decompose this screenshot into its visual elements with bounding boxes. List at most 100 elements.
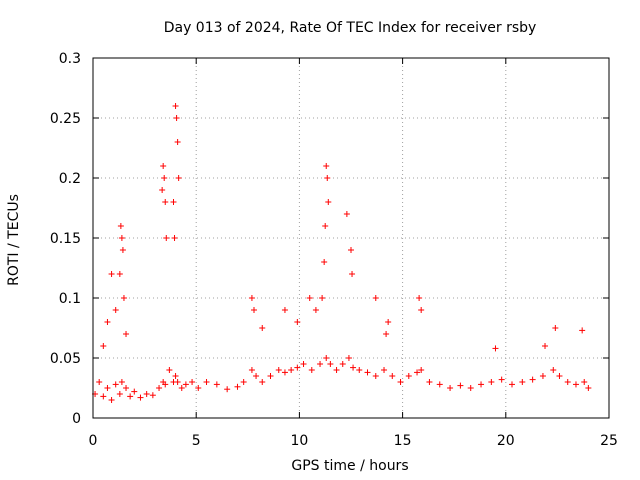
data-point — [356, 367, 363, 373]
data-point — [248, 295, 255, 301]
data-point — [572, 381, 579, 388]
data-point — [234, 383, 241, 390]
data-point — [457, 382, 464, 389]
y-tick-label: 0.05 — [50, 351, 81, 367]
data-point — [172, 103, 179, 109]
x-tick-label: 20 — [497, 433, 515, 449]
data-point — [259, 379, 266, 385]
data-point — [175, 175, 182, 181]
data-point — [350, 364, 357, 371]
data-point — [116, 271, 123, 277]
data-point — [312, 307, 319, 313]
data-point — [171, 235, 178, 241]
x-tick-label: 25 — [600, 433, 618, 449]
data-point — [345, 355, 352, 361]
data-point — [203, 379, 210, 385]
data-point — [467, 385, 474, 391]
data-point — [389, 373, 396, 379]
data-point — [385, 319, 392, 325]
data-point — [418, 367, 425, 373]
data-point — [281, 307, 288, 313]
data-point — [118, 379, 125, 385]
data-point — [117, 223, 124, 229]
data-point — [478, 381, 485, 388]
data-point — [104, 385, 111, 391]
data-point — [508, 381, 515, 388]
data-point — [436, 381, 443, 388]
data-point — [426, 379, 433, 385]
data-point — [498, 376, 505, 383]
data-point — [173, 115, 180, 121]
x-tick-label: 10 — [290, 433, 308, 449]
data-point — [418, 307, 425, 313]
data-point — [317, 361, 324, 367]
data-point — [120, 295, 127, 301]
data-point — [131, 388, 138, 395]
data-point — [195, 385, 202, 391]
data-point — [322, 223, 329, 229]
data-point — [383, 331, 390, 337]
data-point — [319, 295, 326, 301]
data-point — [118, 235, 125, 241]
data-point — [174, 379, 181, 385]
data-point — [405, 373, 412, 379]
data-point — [294, 319, 301, 325]
data-point — [108, 271, 115, 277]
chart-title: Day 013 of 2024, Rate Of TEC Index for r… — [164, 20, 537, 36]
data-point — [112, 381, 119, 388]
data-point — [250, 307, 257, 313]
data-point — [381, 367, 388, 373]
data-point — [104, 319, 111, 325]
data-point — [488, 379, 495, 385]
data-point — [149, 392, 156, 399]
data-point — [189, 379, 196, 385]
x-tick-labels: 0 5 10 15 20 25 — [89, 433, 618, 449]
data-point — [492, 345, 499, 352]
data-point — [339, 361, 346, 367]
data-point — [96, 379, 103, 385]
data-point — [160, 163, 167, 169]
data-point — [166, 367, 173, 373]
data-point — [308, 367, 315, 373]
data-point — [170, 199, 177, 205]
data-point — [585, 385, 592, 391]
data-point — [174, 139, 181, 145]
data-point — [275, 367, 282, 373]
data-point — [550, 367, 557, 373]
data-point — [162, 199, 169, 205]
y-tick-label: 0.2 — [59, 171, 81, 187]
data-point — [324, 175, 331, 181]
y-tick-label: 0.1 — [59, 291, 81, 307]
data-point — [259, 325, 266, 331]
data-point — [108, 397, 115, 403]
data-point — [123, 385, 130, 391]
data-point — [348, 247, 354, 253]
data-point — [100, 343, 107, 349]
data-point — [172, 373, 179, 379]
data-point — [372, 295, 379, 301]
data-point — [321, 259, 328, 265]
x-tick-label: 5 — [192, 433, 201, 449]
data-point — [556, 373, 563, 379]
data-point — [100, 393, 107, 400]
data-point — [447, 385, 454, 391]
y-tick-label: 0.25 — [50, 111, 81, 127]
data-point — [123, 331, 130, 337]
data-point — [248, 367, 255, 373]
data-point — [112, 307, 119, 313]
data-point — [267, 373, 274, 379]
data-point — [288, 367, 295, 373]
data-point — [137, 394, 144, 401]
y-tick-label: 0.15 — [50, 231, 81, 247]
data-point — [579, 327, 586, 334]
y-tick-label: 0 — [72, 411, 81, 427]
data-point — [323, 163, 330, 169]
y-axis-title: ROTI / TECUs — [6, 194, 22, 286]
data-point — [564, 379, 571, 385]
data-point — [159, 187, 166, 193]
data-point — [416, 295, 423, 301]
data-points — [92, 103, 592, 403]
data-point — [156, 385, 163, 391]
data-point — [127, 393, 134, 400]
